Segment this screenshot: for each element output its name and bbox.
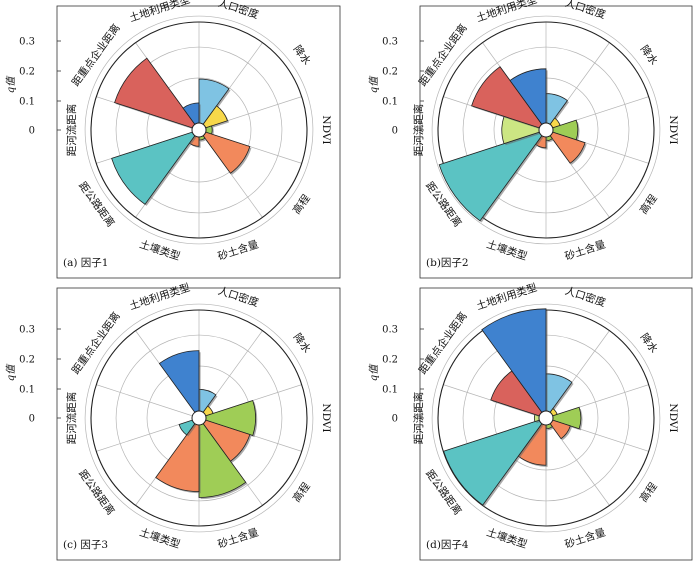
y-tick-label: 0.3 xyxy=(19,37,35,48)
center-hole xyxy=(191,410,207,426)
y-tick-label: 0 xyxy=(29,414,35,425)
panel-4: 人口密度降水NDVI高程砂土含量土壤类型距公路距离距河流距离距重点企业距离土地利… xyxy=(368,281,693,561)
panel-1: 人口密度降水NDVI高程砂土含量土壤类型距公路距离距河流距离距重点企业距离土地利… xyxy=(5,0,341,279)
y-tick-label: 0.1 xyxy=(19,385,35,396)
center-hole xyxy=(538,410,554,426)
bars xyxy=(155,350,258,500)
category-label: NDVI xyxy=(320,115,332,144)
category-label: NDVI xyxy=(667,115,679,144)
category-label: 距河流距离 xyxy=(65,392,78,445)
y-axis-label: q值 xyxy=(5,75,17,93)
outer-circle xyxy=(90,21,308,239)
q-axis: 0 0.1 0.2 0.3 q值 xyxy=(5,37,61,137)
panel-label: (d)因子4 xyxy=(426,539,469,551)
category-label: NDVI xyxy=(667,403,679,432)
panel-3: 人口密度降水NDVI高程砂土含量土壤类型距公路距离距河流距离距重点企业距离土地利… xyxy=(5,281,341,561)
category-label: 距河流距离 xyxy=(412,392,425,445)
y-tick-label: 0.3 xyxy=(382,325,398,336)
outer-circle xyxy=(90,309,308,527)
panel-label: (a) 因子1 xyxy=(63,257,108,269)
center-hole xyxy=(538,122,554,138)
bars xyxy=(111,57,252,206)
y-tick-label: 0 xyxy=(392,414,398,425)
center-hole xyxy=(191,122,207,138)
panel-2: 人口密度降水NDVI高程砂土含量土壤类型距公路距离距河流距离距重点企业距离土地利… xyxy=(368,0,693,279)
y-tick-label: 0.1 xyxy=(19,97,35,108)
category-label: NDVI xyxy=(320,403,332,432)
y-tick-label: 0 xyxy=(392,126,398,137)
y-tick-label: 0.2 xyxy=(382,67,398,78)
panel-label: (c) 因子3 xyxy=(63,539,108,551)
y-axis-label: q值 xyxy=(368,75,380,93)
q-axis: 0 0.1 0.2 0.3 q值 xyxy=(5,325,61,425)
bars xyxy=(438,66,587,223)
y-tick-label: 0.2 xyxy=(19,67,35,78)
y-tick-label: 0.1 xyxy=(382,385,398,396)
category-label: 距河流距离 xyxy=(412,104,425,157)
y-tick-label: 0.1 xyxy=(382,97,398,108)
y-axis-label: q值 xyxy=(5,363,17,381)
y-tick-label: 0.3 xyxy=(19,325,35,336)
y-tick-label: 0.3 xyxy=(382,37,398,48)
q-axis: 0 0.1 0.2 0.3 q值 xyxy=(368,325,424,425)
y-axis-label: q值 xyxy=(368,363,380,381)
y-tick-label: 0 xyxy=(29,126,35,137)
panel-label: (b)因子2 xyxy=(426,257,469,269)
outer-circle xyxy=(437,21,655,239)
y-tick-label: 0.2 xyxy=(19,355,35,366)
y-tick-label: 0.2 xyxy=(382,355,398,366)
category-label: 距河流距离 xyxy=(65,104,78,157)
q-axis: 0 0.1 0.2 0.3 q值 xyxy=(368,37,424,137)
